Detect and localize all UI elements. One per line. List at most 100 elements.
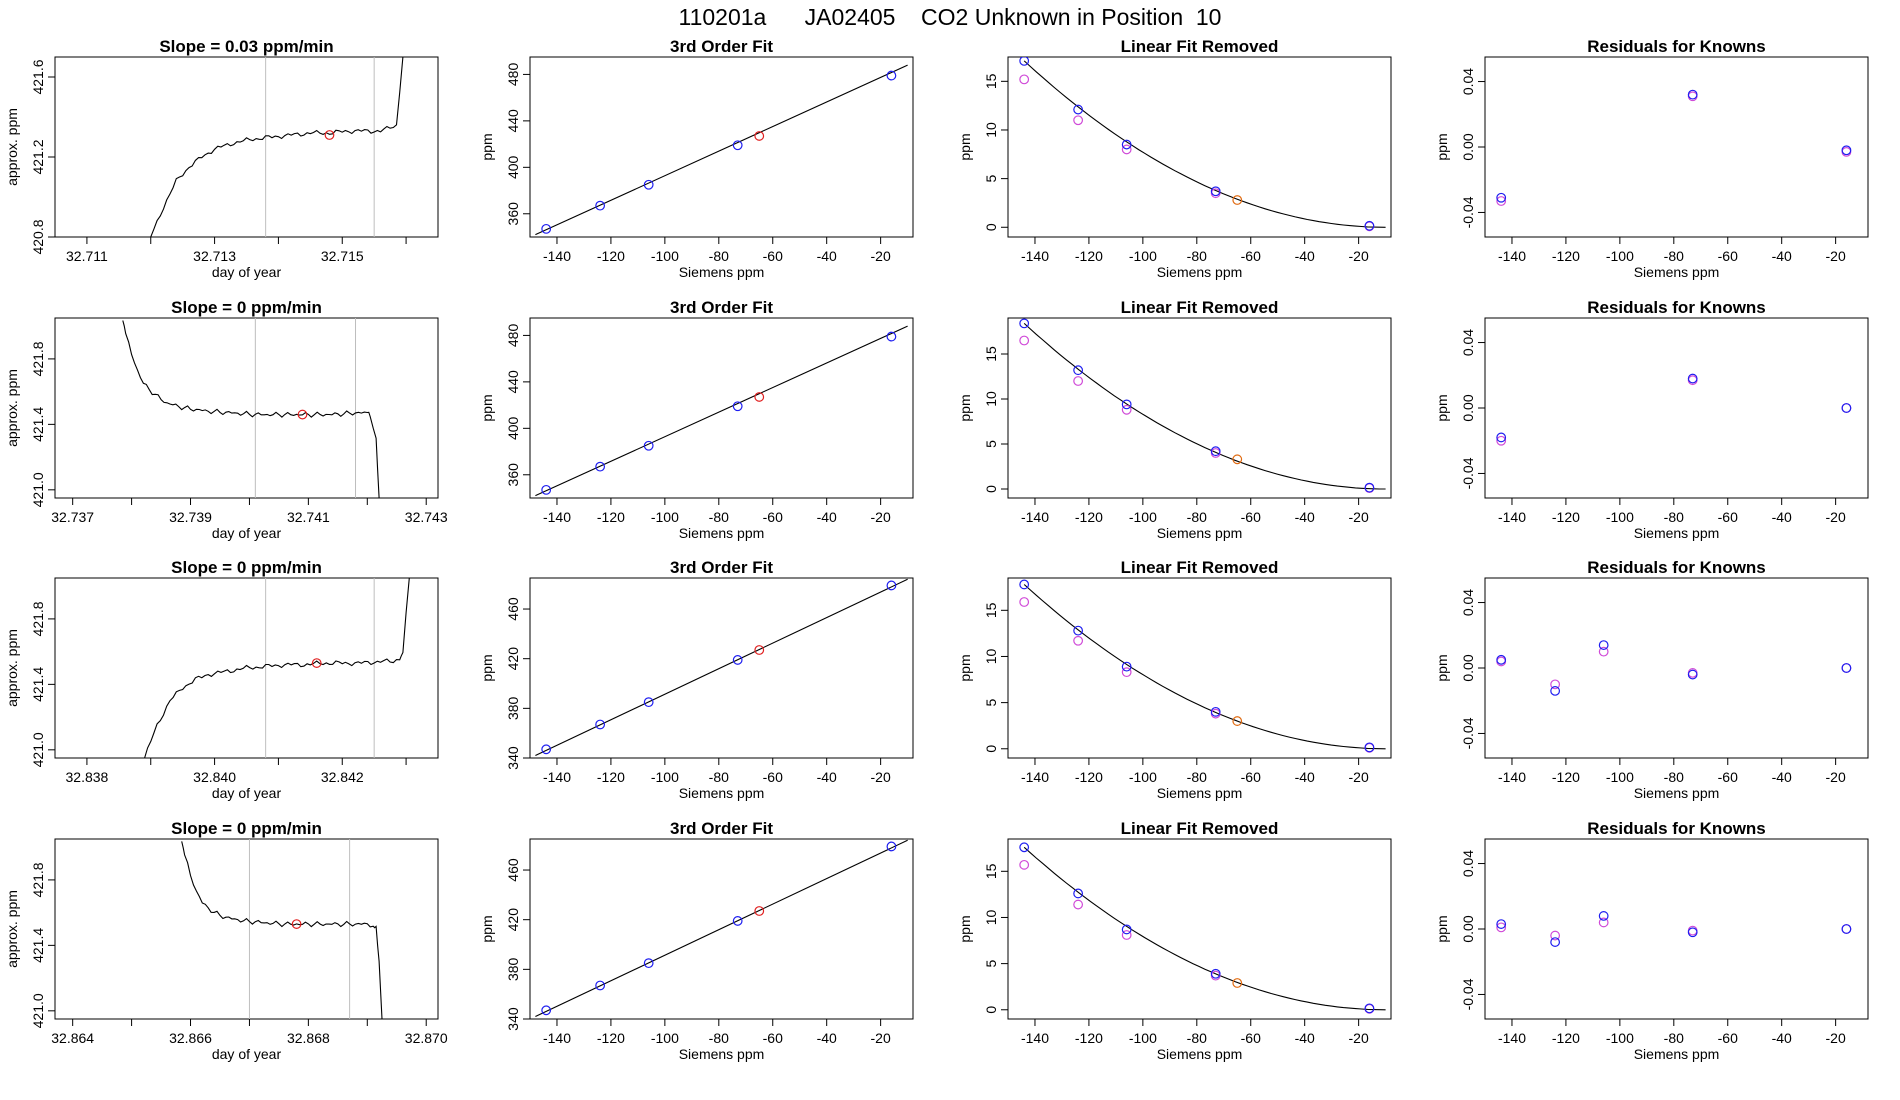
known-point-blue — [595, 719, 606, 730]
plot-area — [535, 325, 908, 497]
known-point-blue — [1496, 654, 1507, 665]
x-tick-label: 32.870 — [405, 1030, 448, 1046]
plot-title: Linear Fit Removed — [1121, 819, 1279, 838]
x-tick-label: -140 — [1498, 769, 1526, 785]
plot-title: Residuals for Knowns — [1587, 819, 1766, 838]
y-tick-label: 0 — [983, 485, 999, 493]
linear-removed-curve — [1023, 846, 1386, 1011]
x-tick-label: -80 — [1664, 1030, 1684, 1046]
x-tick-label: -120 — [1552, 1030, 1580, 1046]
panel-r2-resid: Residuals for Knowns -140 -120 -100 -80 -60 -4… — [1434, 298, 1869, 541]
x-tick-label: -140 — [1498, 248, 1526, 264]
known-point-violet — [1550, 930, 1561, 941]
plot-frame — [54, 838, 439, 1020]
unknown-point-orange — [1232, 195, 1243, 205]
x-tick-label: 32.741 — [287, 509, 330, 525]
plot-area — [535, 839, 908, 1018]
plot-title: Slope = 0 ppm/min — [171, 298, 322, 317]
known-point-violet — [1019, 597, 1030, 607]
known-point-blue — [1841, 145, 1852, 156]
x-tick-label: -140 — [1498, 509, 1526, 525]
x-tick-label: -80 — [1187, 248, 1207, 264]
y-tick-label: 480 — [505, 324, 521, 348]
plot-title: 3rd Order Fit — [670, 37, 773, 56]
x-tick-label: -100 — [1129, 509, 1157, 525]
known-point-blue — [1019, 842, 1030, 853]
known-point-violet — [1598, 917, 1609, 928]
x-tick-label: -140 — [543, 509, 571, 525]
x-tick-label: -20 — [1826, 769, 1846, 785]
y-tick-label: 421.4 — [30, 667, 46, 702]
plot-area — [1019, 57, 1386, 232]
y-tick-label: 0.00 — [1460, 133, 1476, 160]
known-point-blue — [1496, 432, 1507, 443]
plot-title: 3rd Order Fit — [670, 298, 773, 317]
x-tick-label: -40 — [1772, 248, 1792, 264]
known-point-blue — [1073, 365, 1084, 376]
x-tick-label: -140 — [543, 769, 571, 785]
y-tick-label: 0.04 — [1460, 329, 1476, 356]
x-axis-label: Siemens ppm — [679, 1046, 765, 1062]
x-axis-label: Siemens ppm — [679, 525, 765, 541]
plot-frame — [529, 317, 914, 499]
y-tick-label: 10 — [983, 648, 999, 664]
plot-area — [181, 839, 383, 1019]
known-point-blue — [1364, 742, 1375, 753]
x-tick-label: 32.866 — [169, 1030, 212, 1046]
x-tick-label: -120 — [597, 1030, 625, 1046]
x-tick-label: 32.864 — [51, 1030, 94, 1046]
y-tick-label: 10 — [983, 909, 999, 925]
plot-frame — [1484, 56, 1869, 238]
known-point-blue — [1121, 661, 1132, 672]
x-tick-label: -100 — [651, 1030, 679, 1046]
concentration-trace — [181, 841, 383, 1019]
y-axis-label: ppm — [957, 394, 973, 421]
linear-removed-curve — [1023, 584, 1386, 750]
y-tick-label: 421.0 — [30, 472, 46, 507]
x-tick-label: -20 — [871, 769, 891, 785]
y-tick-label: 380 — [505, 957, 521, 981]
y-tick-label: 10 — [983, 122, 999, 138]
y-tick-label: 460 — [505, 858, 521, 882]
y-tick-label: 420.8 — [30, 219, 46, 254]
x-tick-label: -60 — [1241, 769, 1261, 785]
x-tick-label: -40 — [1295, 248, 1315, 264]
x-tick-label: -80 — [1664, 509, 1684, 525]
x-tick-label: -120 — [1075, 1030, 1103, 1046]
panel-r3-fit: 3rd Order Fit -140 -120 -100 -80 -60 -40 -20 Sie… — [479, 558, 914, 801]
panel-r3-resid: Residuals for Knowns -140 -120 -100 -80 -60 -4… — [1434, 558, 1869, 801]
x-tick-label: -20 — [1349, 509, 1369, 525]
plot-frame — [54, 317, 439, 499]
known-point-blue — [1841, 403, 1852, 413]
x-tick-label: -40 — [817, 1030, 837, 1046]
known-point-blue — [643, 179, 654, 190]
y-tick-label: 5 — [983, 440, 999, 448]
unknown-point-orange — [1232, 454, 1243, 465]
known-point-blue — [732, 401, 743, 412]
x-tick-label: -80 — [1187, 769, 1207, 785]
plot-area — [1019, 842, 1386, 1014]
plot-frame — [529, 838, 914, 1020]
known-point-violet — [1121, 930, 1132, 940]
y-tick-label: 421.8 — [30, 341, 46, 376]
y-tick-label: 5 — [983, 175, 999, 183]
plot-area — [535, 64, 908, 236]
x-tick-label: 32.743 — [405, 509, 448, 525]
known-point-violet — [1073, 899, 1084, 910]
x-tick-label: -80 — [709, 1030, 729, 1046]
x-tick-label: -60 — [1241, 1030, 1261, 1046]
y-axis-label: approx. ppm — [4, 890, 20, 968]
x-tick-label: -80 — [709, 769, 729, 785]
y-tick-label: 15 — [983, 346, 999, 362]
panel-r4-resid: Residuals for Knowns -140 -120 -100 -80 -60 -4… — [1434, 819, 1869, 1062]
x-tick-label: -60 — [1241, 248, 1261, 264]
x-tick-label: -60 — [1718, 509, 1738, 525]
panel-r4-linear: Linear Fit Removed -140 -120 -100 -80 -60 -40 -… — [957, 819, 1392, 1062]
known-point-blue — [886, 580, 897, 591]
known-point-blue — [1364, 220, 1375, 231]
y-axis-label: approx. ppm — [4, 629, 20, 707]
unknown-point-red — [754, 392, 765, 402]
known-point-blue — [595, 461, 606, 472]
known-point-blue — [1364, 1003, 1375, 1014]
